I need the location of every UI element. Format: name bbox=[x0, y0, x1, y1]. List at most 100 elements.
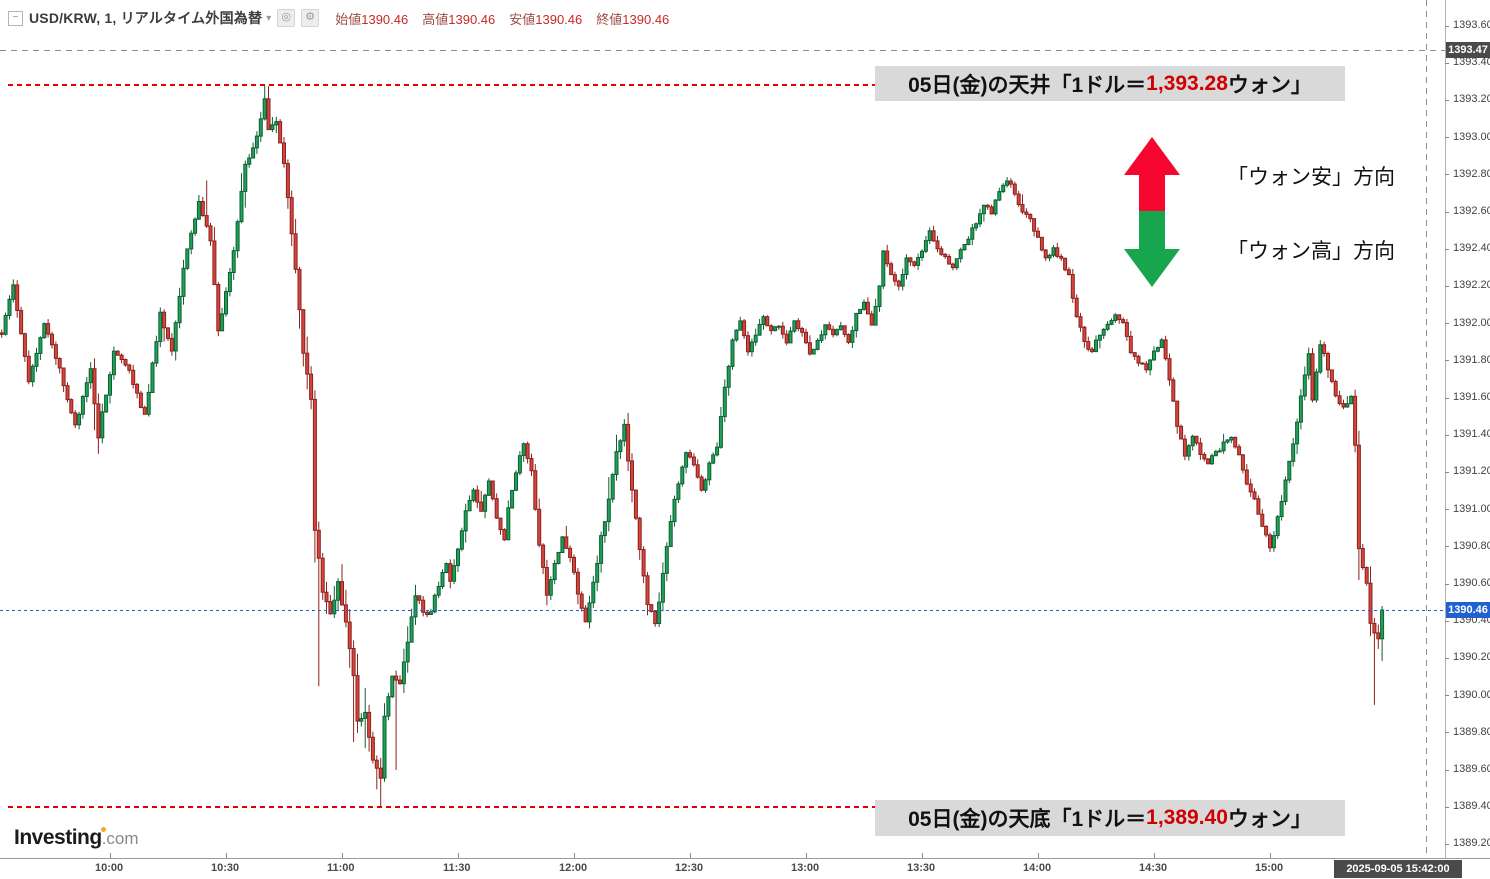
collapse-icon[interactable]: − bbox=[8, 10, 23, 26]
crosshair-horizontal-line bbox=[0, 50, 1445, 51]
ceiling-annotation-box: 05日(金)の天井「1ドル＝ 1,393.28 ウォン」 bbox=[875, 66, 1345, 101]
price-tick-mark bbox=[1445, 844, 1449, 845]
time-tick-label: 14:00 bbox=[1023, 862, 1052, 874]
price-tick-mark bbox=[1445, 472, 1449, 473]
time-tick-mark bbox=[922, 853, 923, 858]
floor-text-prefix: 05日(金)の天底「1ドル＝ bbox=[908, 808, 1147, 831]
price-tick-label: 1392.40 bbox=[1453, 242, 1490, 254]
ohlc-high: 高値1390.46 bbox=[422, 11, 496, 27]
price-tick-label: 1393.40 bbox=[1453, 56, 1490, 68]
symbol-title[interactable]: USD/KRW, 1, リアルタイム外国為替 bbox=[29, 10, 263, 26]
price-tick-mark bbox=[1445, 26, 1449, 27]
price-tick-label: 1391.00 bbox=[1453, 503, 1490, 515]
price-tick-label: 1390.00 bbox=[1453, 689, 1490, 701]
price-tick-label: 1392.00 bbox=[1453, 317, 1490, 329]
crosshair-vertical-line bbox=[1426, 0, 1427, 858]
settings-gear-icon[interactable]: ⚙ bbox=[301, 9, 320, 27]
price-tick-mark bbox=[1445, 249, 1449, 250]
price-tick-mark bbox=[1445, 584, 1449, 585]
won-weak-direction-label: 「ウォン安」方向 bbox=[1227, 166, 1395, 189]
ceiling-annotation-line[interactable] bbox=[8, 84, 875, 86]
price-axis[interactable]: 1393.60 1393.40 1393.20 1393.00 1392.80 1392.… bbox=[1445, 0, 1490, 858]
price-axis-border bbox=[1445, 0, 1446, 858]
price-tick-label: 1391.20 bbox=[1453, 465, 1490, 477]
price-tick-label: 1392.80 bbox=[1453, 168, 1490, 180]
time-tick-mark bbox=[1270, 853, 1271, 858]
investing-logo: Investing.com bbox=[14, 826, 139, 850]
floor-annotation-line[interactable] bbox=[8, 806, 875, 808]
logo-orange-dot bbox=[101, 827, 106, 832]
price-tick-mark bbox=[1445, 546, 1449, 547]
price-tick-mark bbox=[1445, 137, 1449, 138]
time-tick-mark bbox=[690, 853, 691, 858]
time-tick-label: 10:30 bbox=[211, 862, 240, 874]
price-tick-label: 1389.20 bbox=[1453, 837, 1490, 849]
time-tick-mark bbox=[574, 853, 575, 858]
time-tick-label: 12:00 bbox=[559, 862, 588, 874]
time-tick-label: 15:00 bbox=[1255, 862, 1284, 874]
won-direction-arrow bbox=[1124, 137, 1180, 287]
time-tick-mark bbox=[458, 853, 459, 858]
price-tick-label: 1390.80 bbox=[1453, 540, 1490, 552]
price-tick-label: 1391.40 bbox=[1453, 428, 1490, 440]
price-tick-label: 1390.20 bbox=[1453, 651, 1490, 663]
price-tick-mark bbox=[1445, 807, 1449, 808]
logo-suffix-text: .com bbox=[101, 829, 139, 848]
price-tick-label: 1393.20 bbox=[1453, 93, 1490, 105]
last-price-line bbox=[0, 610, 1445, 611]
candlestick-chart[interactable] bbox=[0, 0, 1445, 858]
time-tick-mark bbox=[1038, 853, 1039, 858]
ohlc-readout: 始値1390.46 高値1390.46 安値1390.46 終値1390.46 bbox=[335, 9, 669, 28]
logo-brand-text: Investing bbox=[14, 826, 102, 849]
crosshair-price-badge: 1393.47 bbox=[1446, 42, 1490, 58]
time-tick-label: 13:30 bbox=[907, 862, 936, 874]
time-tick-mark bbox=[226, 853, 227, 858]
price-tick-mark bbox=[1445, 732, 1449, 733]
arrow-up-red bbox=[1124, 137, 1180, 211]
crosshair-time-badge: 2025-09-05 15:42:00 bbox=[1334, 860, 1462, 878]
price-tick-label: 1393.60 bbox=[1453, 19, 1490, 31]
chart-header: − USD/KRW, 1, リアルタイム外国為替 ▾ ◎ ⚙ 始値1390.46… bbox=[8, 8, 669, 28]
ohlc-open: 始値1390.46 bbox=[335, 11, 409, 27]
price-tick-mark bbox=[1445, 212, 1449, 213]
floor-annotation-box: 05日(金)の天底「1ドル＝ 1,389.40 ウォン」 bbox=[875, 800, 1345, 836]
price-tick-label: 1390.60 bbox=[1453, 577, 1490, 589]
ohlc-close: 終値1390.46 bbox=[596, 11, 670, 27]
ceiling-price-value: 1,393.28 bbox=[1146, 71, 1228, 95]
price-tick-mark bbox=[1445, 621, 1449, 622]
time-tick-label: 13:00 bbox=[791, 862, 820, 874]
quick-chart-icon[interactable]: ◎ bbox=[277, 9, 296, 27]
time-tick-mark bbox=[110, 853, 111, 858]
chevron-down-icon[interactable]: ▾ bbox=[266, 12, 272, 24]
arrow-down-green bbox=[1124, 211, 1180, 287]
price-tick-mark bbox=[1445, 63, 1449, 64]
floor-price-value: 1,389.40 bbox=[1146, 806, 1228, 829]
time-tick-mark bbox=[1154, 853, 1155, 858]
time-tick-label: 11:30 bbox=[443, 862, 471, 874]
price-tick-label: 1389.80 bbox=[1453, 726, 1490, 738]
chart-plot-area[interactable] bbox=[0, 0, 1445, 858]
price-tick-label: 1393.00 bbox=[1453, 131, 1490, 143]
ceiling-text-prefix: 05日(金)の天井「1ドル＝ bbox=[908, 73, 1147, 97]
price-tick-label: 1391.60 bbox=[1453, 391, 1490, 403]
floor-text-suffix: ウォン」 bbox=[1227, 808, 1312, 831]
price-tick-mark bbox=[1445, 286, 1449, 287]
price-tick-mark bbox=[1445, 435, 1449, 436]
price-tick-mark bbox=[1445, 658, 1449, 659]
price-tick-mark bbox=[1445, 398, 1449, 399]
time-tick-mark bbox=[806, 853, 807, 858]
ohlc-low: 安値1390.46 bbox=[509, 11, 583, 27]
time-axis[interactable]: 10:00 10:30 11:00 11:30 12:00 12:30 13:00 13:30… bbox=[0, 853, 1490, 879]
time-tick-label: 11:00 bbox=[327, 862, 355, 874]
price-tick-label: 1391.80 bbox=[1453, 354, 1490, 366]
time-tick-label: 12:30 bbox=[675, 862, 704, 874]
ceiling-text-suffix: ウォン」 bbox=[1227, 73, 1312, 97]
price-tick-label: 1389.60 bbox=[1453, 763, 1490, 775]
price-tick-mark bbox=[1445, 360, 1449, 361]
price-tick-mark bbox=[1445, 509, 1449, 510]
last-price-badge: 1390.46 bbox=[1446, 602, 1490, 618]
price-tick-label: 1389.40 bbox=[1453, 800, 1490, 812]
price-tick-mark bbox=[1445, 174, 1449, 175]
price-tick-label: 1392.60 bbox=[1453, 205, 1490, 217]
price-tick-mark bbox=[1445, 100, 1449, 101]
